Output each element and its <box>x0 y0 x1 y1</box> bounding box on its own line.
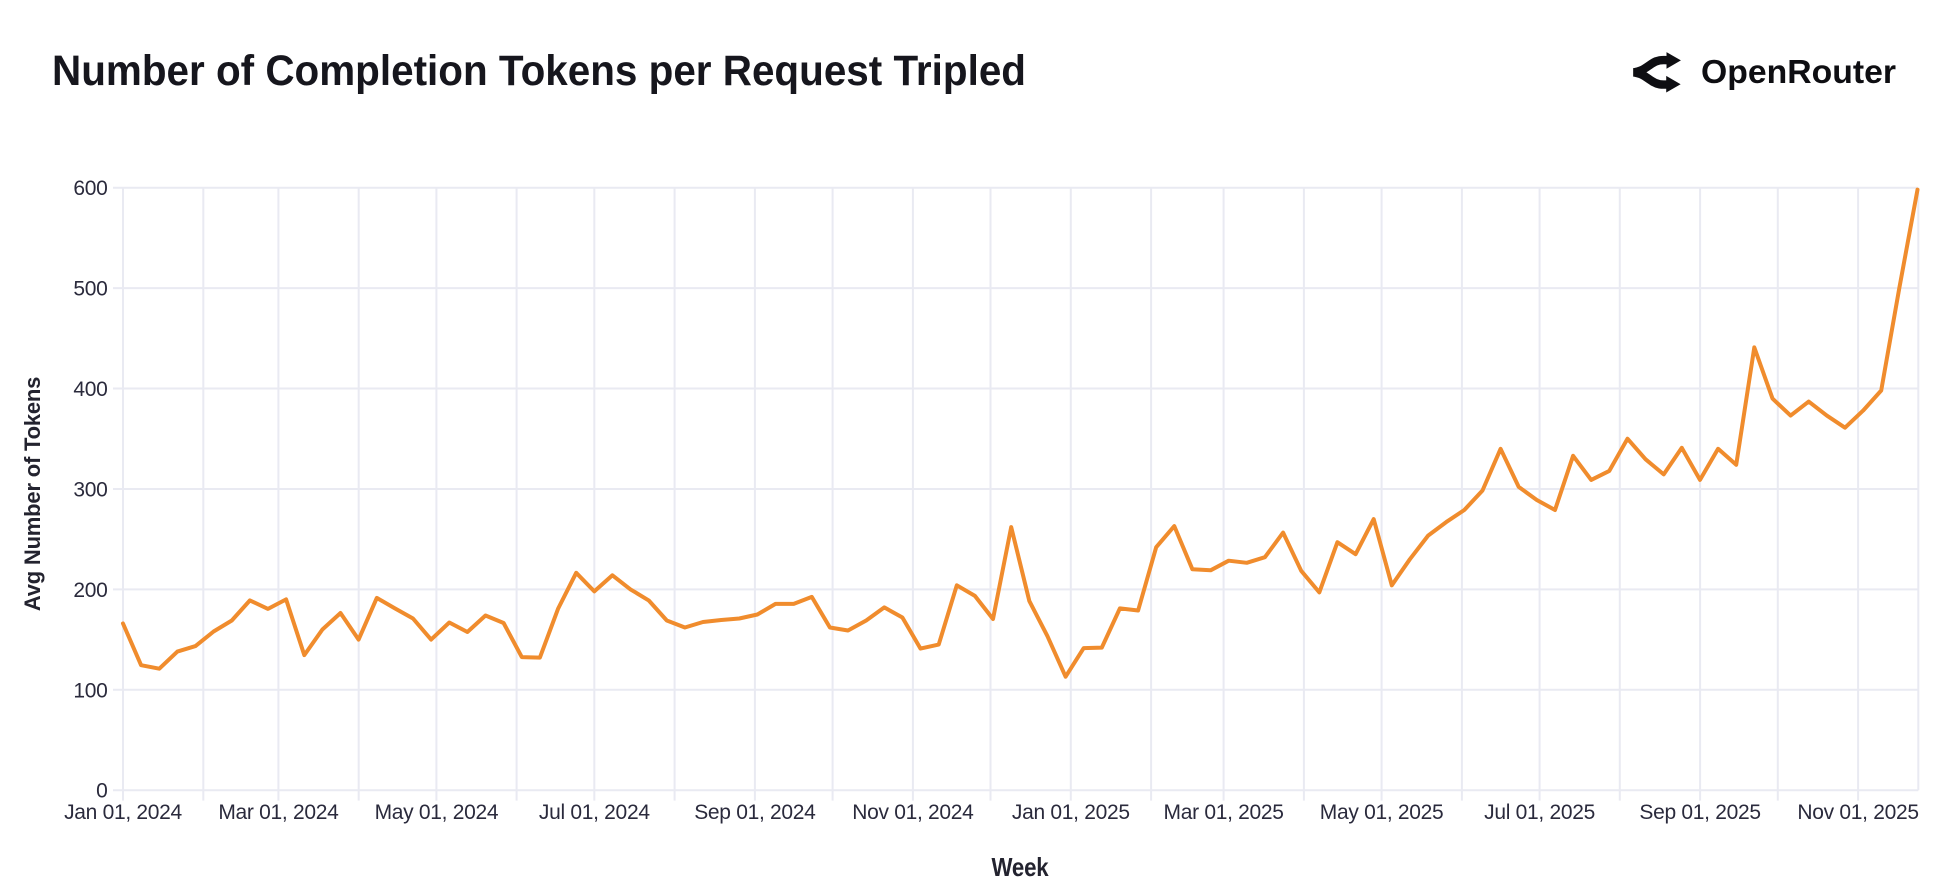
svg-text:500: 500 <box>73 278 107 301</box>
svg-text:Week: Week <box>992 852 1050 882</box>
svg-text:0: 0 <box>96 780 107 803</box>
svg-text:Jul 01, 2024: Jul 01, 2024 <box>539 801 650 824</box>
svg-text:200: 200 <box>73 579 107 602</box>
svg-text:OpenRouter: OpenRouter <box>1701 53 1896 90</box>
svg-text:400: 400 <box>73 378 107 401</box>
svg-text:Mar 01, 2025: Mar 01, 2025 <box>1164 801 1284 824</box>
svg-text:600: 600 <box>73 177 107 200</box>
svg-text:Sep 01, 2025: Sep 01, 2025 <box>1639 801 1760 824</box>
svg-text:100: 100 <box>73 679 107 702</box>
svg-text:Sep 01, 2024: Sep 01, 2024 <box>694 801 816 824</box>
svg-text:Nov 01, 2025: Nov 01, 2025 <box>1797 801 1918 824</box>
svg-text:Nov 01, 2024: Nov 01, 2024 <box>852 801 974 824</box>
svg-text:Jan 01, 2024: Jan 01, 2024 <box>64 801 182 824</box>
svg-text:Number of Completion Tokens pe: Number of Completion Tokens per Request … <box>52 47 1026 95</box>
svg-text:Mar 01, 2024: Mar 01, 2024 <box>218 801 339 824</box>
svg-text:300: 300 <box>73 478 107 501</box>
svg-text:Jul 01, 2025: Jul 01, 2025 <box>1484 801 1595 824</box>
svg-text:Jan 01, 2025: Jan 01, 2025 <box>1012 801 1130 824</box>
svg-text:May 01, 2025: May 01, 2025 <box>1320 801 1444 824</box>
svg-text:Avg Number of Tokens: Avg Number of Tokens <box>20 377 45 611</box>
svg-text:May 01, 2024: May 01, 2024 <box>375 801 499 824</box>
